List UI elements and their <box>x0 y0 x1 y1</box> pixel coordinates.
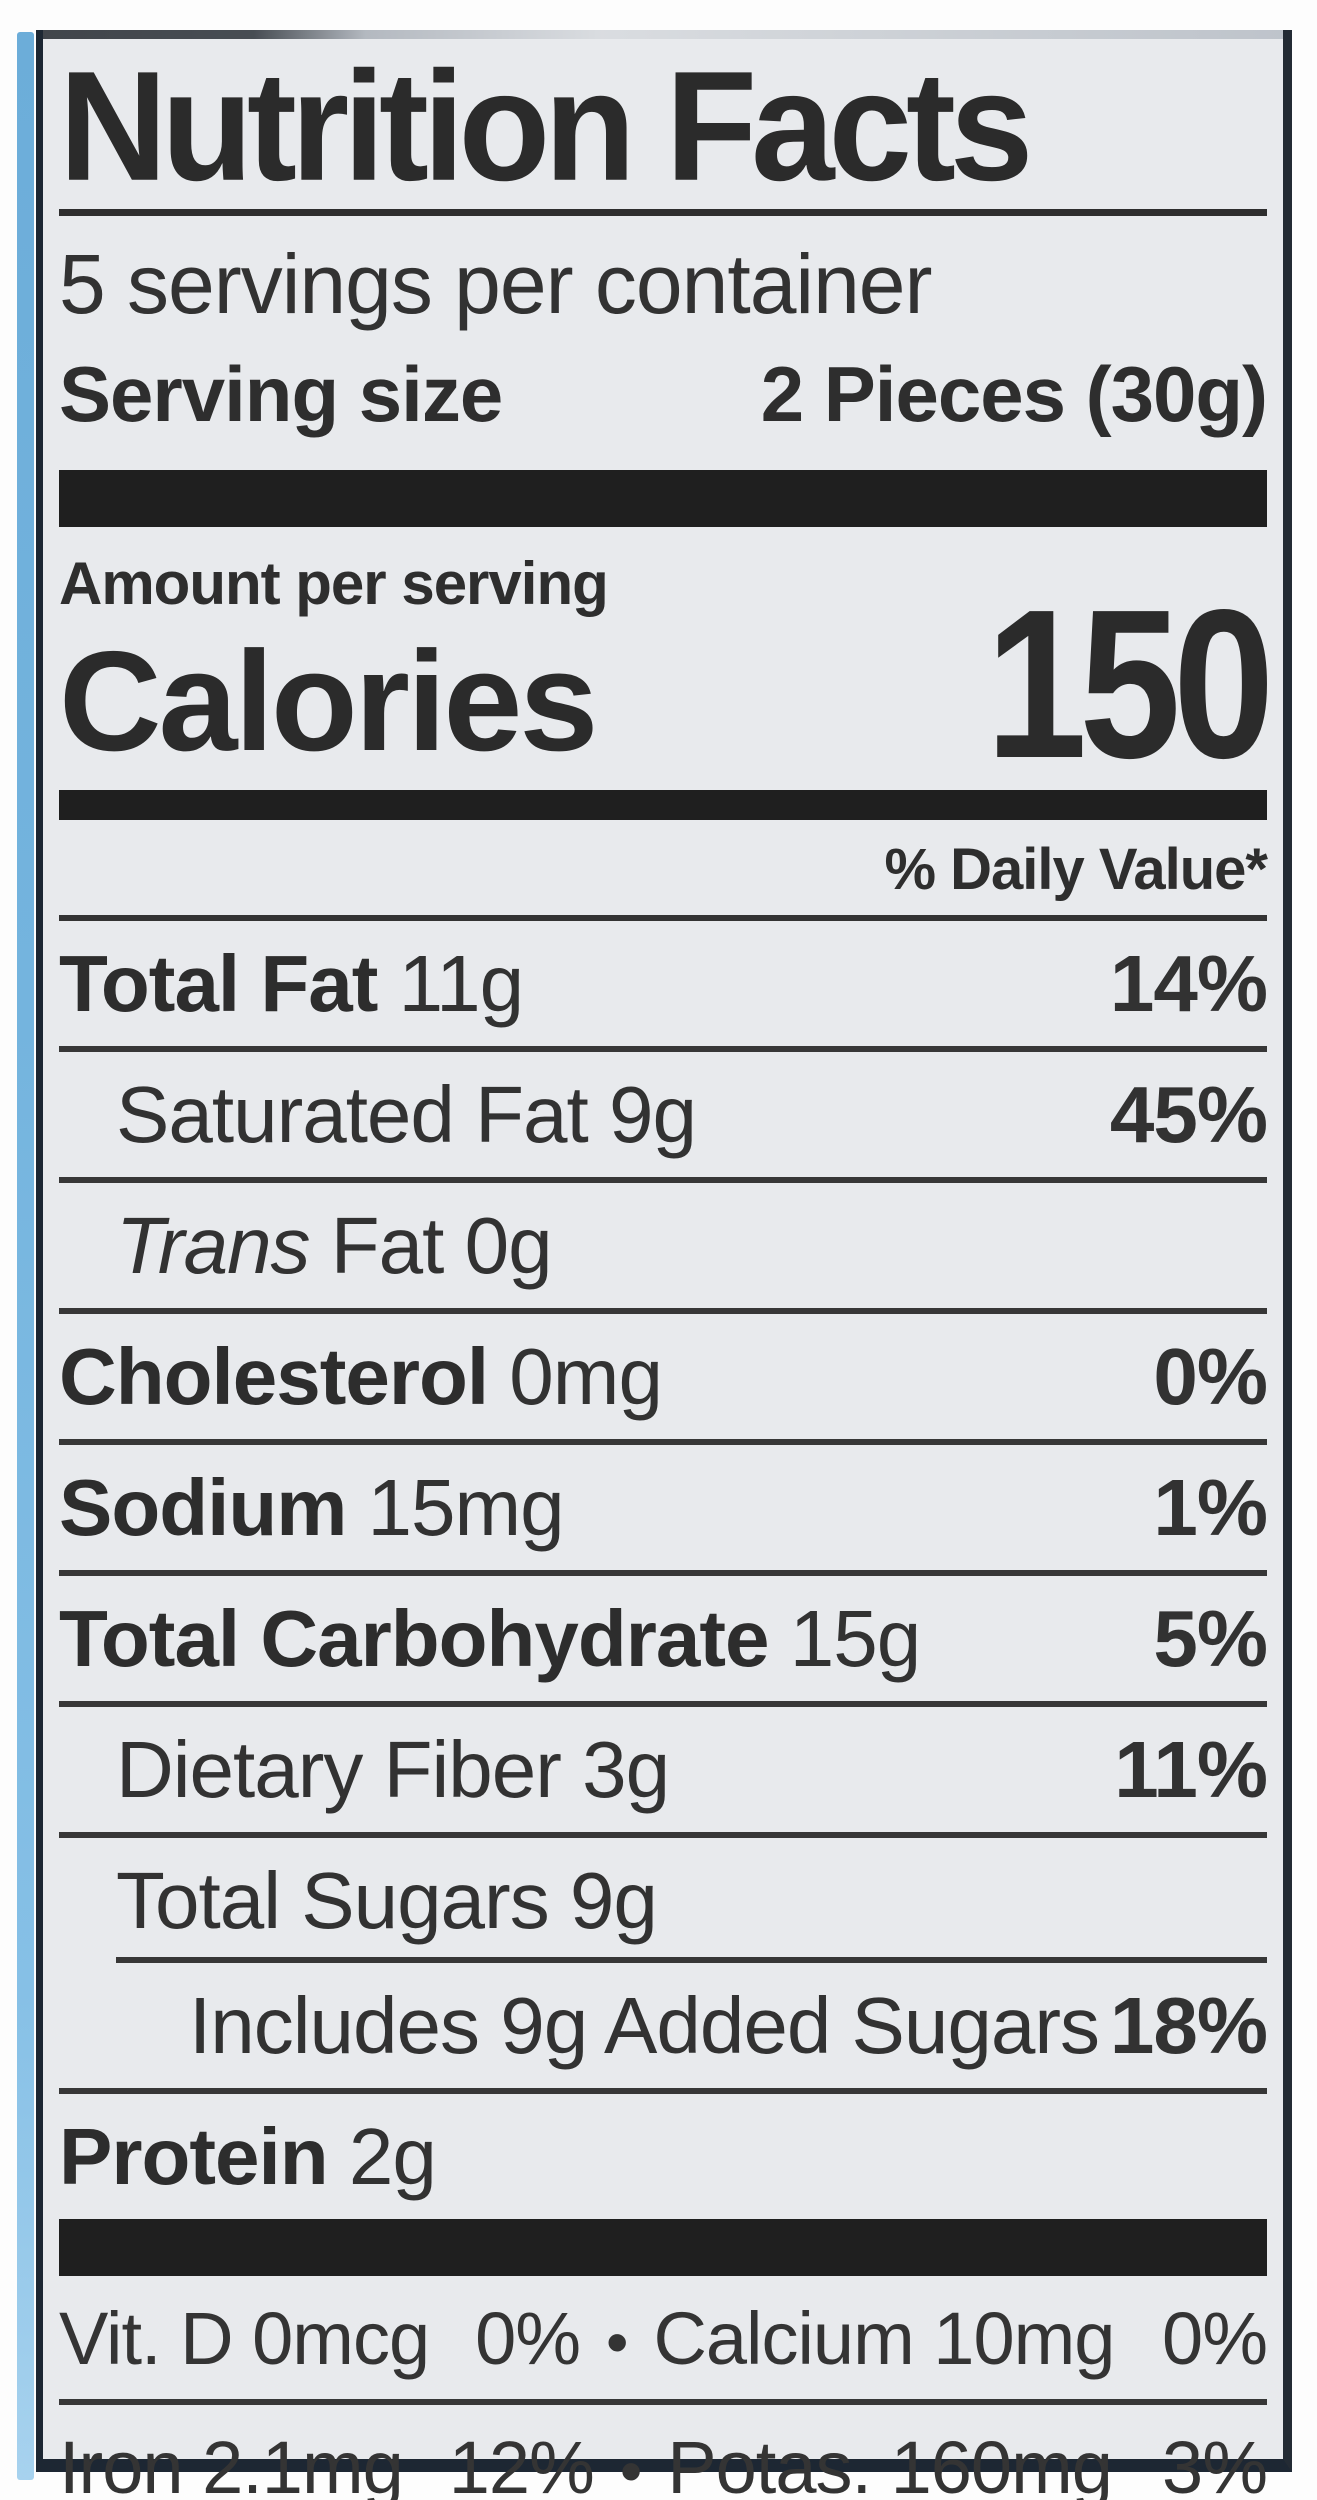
serving-size-row: Serving size 2 Pieces (30g) <box>59 335 1268 470</box>
nutrient-name-dietary-fiber: Dietary Fiber 3g <box>116 1725 670 1814</box>
nutrient-rows: Total Fat 11g 14% Saturated Fat 9g 45% Trans… <box>59 921 1268 2219</box>
vitamin-left-iron-potassium: Iron 2.1mg 12% • Potas. 160mg <box>59 2425 1113 2500</box>
nutrient-dv-added-sugars: 18% <box>1109 1981 1268 2070</box>
serving-size-value: 2 Pieces (30g) <box>760 350 1268 438</box>
thick-separator-bar-bottom <box>59 2219 1267 2276</box>
bullet-separator: • <box>606 2306 628 2378</box>
nutrient-name-cholesterol: Cholesterol 0mg <box>59 1332 663 1421</box>
vitamin-dv-vitd-calcium: 0% <box>1162 2297 1268 2380</box>
nutrient-name-trans-fat: Trans Fat 0g <box>116 1201 553 1290</box>
servings-per-container: 5 servings per container <box>59 237 932 331</box>
nutrient-row-total-fat: Total Fat 11g 14% <box>59 921 1268 1052</box>
nutrient-row-protein: Protein 2g <box>59 2094 1267 2219</box>
nutrient-name-total-sugars: Total Sugars 9g <box>116 1856 658 1945</box>
label-title: Nutrition Facts <box>59 38 1033 214</box>
title-divider <box>59 209 1267 216</box>
amount-per-serving-label: Amount per serving <box>59 550 609 617</box>
vitamin-left-vitd-calcium: Vit. D 0mcg 0% • Calcium 10mg <box>59 2297 1115 2380</box>
nutrient-row-trans-fat: Trans Fat 0g <box>59 1183 1267 1314</box>
nutrient-name-protein: Protein 2g <box>59 2112 437 2201</box>
nutrient-name-added-sugars: Includes 9g Added Sugars <box>189 1981 1100 2070</box>
package-edge-strip <box>17 32 34 2480</box>
nutrient-dv-total-fat: 14% <box>1109 939 1268 1028</box>
nutrient-name-total-fat: Total Fat 11g <box>59 939 524 1028</box>
nutrient-row-cholesterol: Cholesterol 0mg 0% <box>59 1314 1268 1445</box>
nutrient-row-saturated-fat: Saturated Fat 9g 45% <box>59 1052 1268 1183</box>
nutrient-dv-cholesterol: 0% <box>1153 1332 1268 1421</box>
vitamin-row-vitd-calcium: Vit. D 0mcg 0% • Calcium 10mg 0% <box>59 2276 1268 2405</box>
nutrient-dv-sodium: 1% <box>1153 1463 1268 1552</box>
label-top-edge <box>43 30 1283 39</box>
nutrition-facts-label: Nutrition Facts 5 servings per container… <box>36 30 1292 2500</box>
nutrient-row-total-carbohydrate: Total Carbohydrate 15g 5% <box>59 1576 1268 1707</box>
nutrient-row-dietary-fiber: Dietary Fiber 3g 11% <box>59 1707 1268 1838</box>
medium-separator-bar <box>59 790 1267 820</box>
serving-size-label: Serving size <box>59 350 503 438</box>
nutrient-name-sodium: Sodium 15mg <box>59 1463 565 1552</box>
daily-value-header: % Daily Value* <box>59 820 1268 921</box>
calories-section: Amount per serving Calories 150 <box>59 527 1275 802</box>
nutrient-name-total-carbohydrate: Total Carbohydrate 15g <box>59 1594 921 1683</box>
nutrient-dv-dietary-fiber: 11% <box>1114 1725 1268 1814</box>
vitamin-dv-iron-potassium: 3% <box>1162 2426 1268 2500</box>
bullet-separator: • <box>619 2435 642 2500</box>
thick-separator-bar-top <box>59 470 1267 527</box>
nutrient-row-total-sugars: Total Sugars 9g <box>59 1838 1267 1963</box>
calories-label: Calories <box>59 622 598 781</box>
vitamin-rows: Vit. D 0mcg 0% • Calcium 10mg 0% Iron 2.1mg 12… <box>59 2276 1268 2500</box>
vitamin-row-iron-potassium: Iron 2.1mg 12% • Potas. 160mg 3% <box>59 2405 1268 2500</box>
nutrient-name-saturated-fat: Saturated Fat 9g <box>116 1070 697 1159</box>
calories-value: 150 <box>986 564 1275 802</box>
nutrient-dv-total-carbohydrate: 5% <box>1153 1594 1268 1683</box>
nutrient-row-sodium: Sodium 15mg 1% <box>59 1445 1268 1576</box>
nutrient-row-added-sugars: Includes 9g Added Sugars 18% <box>59 1963 1268 2094</box>
nutrient-dv-saturated-fat: 45% <box>1109 1070 1268 1159</box>
